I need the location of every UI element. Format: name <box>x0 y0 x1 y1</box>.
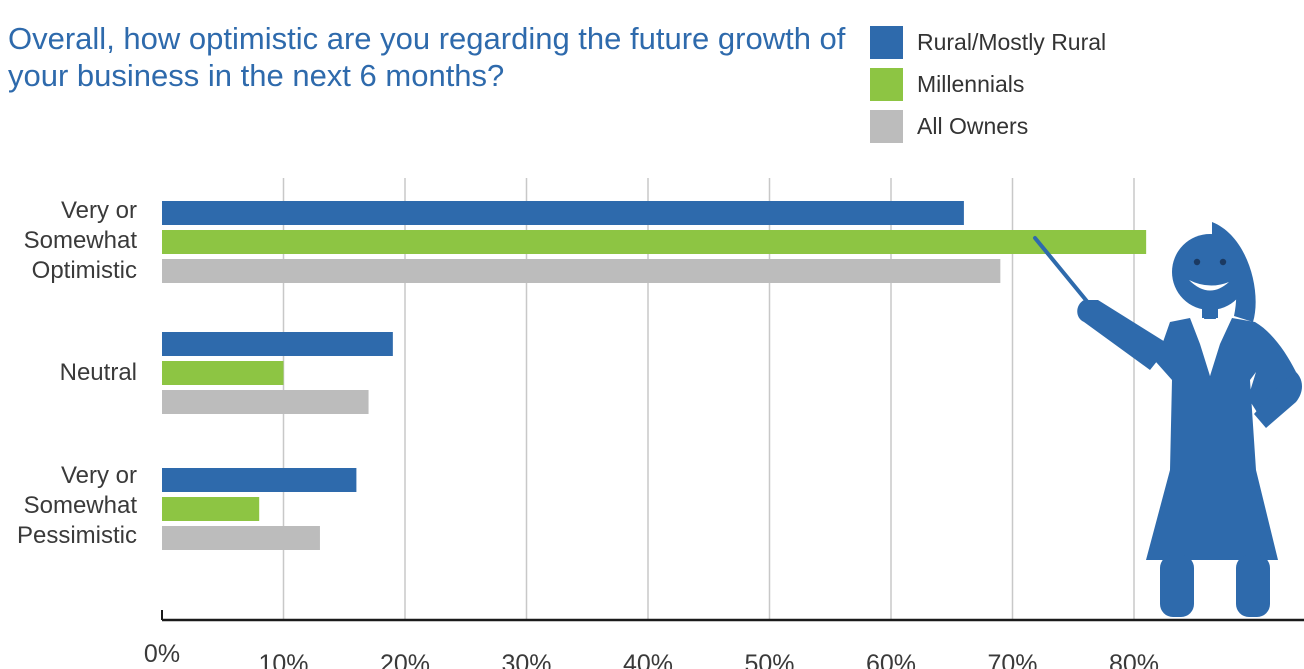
category-label: Very or Somewhat Pessimistic <box>17 462 137 549</box>
x-tick-label: 70% <box>987 650 1037 669</box>
x-tick-label: 60% <box>866 650 916 669</box>
legend-label-millennials: Millennials <box>917 71 1025 97</box>
category-label-line: Very or <box>61 197 137 224</box>
legend-item-millennials: Millennials <box>870 68 1106 101</box>
legend-swatch-millennials <box>870 68 903 101</box>
bar <box>162 526 320 550</box>
legend-swatch-rural <box>870 26 903 59</box>
bar <box>162 361 284 385</box>
category-label-line: Somewhat <box>24 227 138 254</box>
category-label-line: Pessimistic <box>17 522 137 549</box>
x-tick-label: 30% <box>501 650 551 669</box>
legend: Rural/Mostly Rural Millennials All Owner… <box>870 26 1106 152</box>
legend-swatch-all-owners <box>870 110 903 143</box>
x-tick-label: 0% <box>144 640 180 668</box>
legend-label-all-owners: All Owners <box>917 113 1029 139</box>
category-label-line: Very or <box>61 462 137 489</box>
category-labels: Very or Somewhat Optimistic Neutral Very or S… <box>17 197 137 549</box>
bar <box>162 468 357 492</box>
bar <box>162 259 1001 283</box>
category-label-line: Neutral <box>60 359 137 386</box>
bars <box>162 201 1147 550</box>
bar <box>162 497 260 521</box>
x-tick-label: 80% <box>1109 650 1159 669</box>
category-label: Neutral <box>60 359 137 386</box>
x-tick-label: 50% <box>744 650 794 669</box>
bar <box>162 390 369 414</box>
x-tick-label: 40% <box>623 650 673 669</box>
chart-title: Overall, how optimistic are you regardin… <box>8 21 846 93</box>
legend-label-rural: Rural/Mostly Rural <box>917 29 1107 55</box>
bar <box>162 230 1147 254</box>
presenter-figure-icon <box>1033 222 1302 617</box>
category-label-line: Optimistic <box>32 257 137 284</box>
tick-labels: 0% 10% 20% 30% 40% 50% 60% 70% 80% <box>144 640 1159 669</box>
x-tick-label: 20% <box>380 650 430 669</box>
bar <box>162 332 393 356</box>
category-label-line: Somewhat <box>24 492 138 519</box>
bar <box>162 201 964 225</box>
legend-item-all-owners: All Owners <box>870 110 1106 143</box>
x-tick-label: 10% <box>258 650 308 669</box>
category-label: Very or Somewhat Optimistic <box>24 197 138 284</box>
legend-item-rural: Rural/Mostly Rural <box>870 26 1106 59</box>
